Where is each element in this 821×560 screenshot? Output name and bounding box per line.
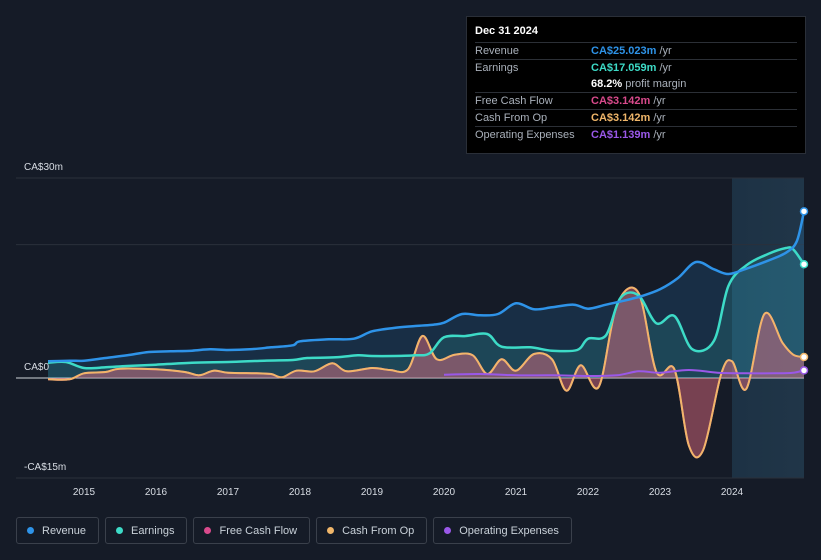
tooltip-value: CA$1.139m: [591, 129, 651, 141]
legend-dot-icon: [327, 527, 335, 534]
legend-label: Free Cash Flow: [219, 524, 298, 537]
legend-label: Operating Expenses: [459, 524, 559, 537]
x-tick-label: 2015: [73, 487, 96, 498]
revenue-end-marker: [799, 207, 809, 216]
legend-operating-expenses[interactable]: Operating Expenses: [433, 517, 572, 544]
tooltip-unit: /yr: [659, 45, 672, 57]
tooltip-panel: Dec 31 2024 Revenue CA$25.023m /yr Earni…: [466, 16, 806, 154]
tooltip-date: Dec 31 2024: [475, 25, 538, 37]
legend: Revenue Earnings Free Cash Flow Cash Fro…: [16, 517, 572, 544]
tooltip-row-cfo: Cash From Op CA$3.142m /yr: [475, 109, 797, 126]
legend-dot-icon: [116, 527, 124, 534]
tooltip-label: Free Cash Flow: [475, 95, 553, 107]
tooltip-row-earnings: Earnings CA$17.059m /yr: [475, 59, 797, 76]
legend-earnings[interactable]: Earnings: [105, 517, 188, 544]
legend-dot-icon: [27, 527, 34, 534]
tooltip-row-revenue: Revenue CA$25.023m /yr: [475, 42, 797, 59]
x-tick-label: 2024: [721, 487, 744, 498]
legend-label: Revenue: [42, 524, 87, 537]
tooltip-value: CA$17.059m: [591, 62, 657, 74]
x-tick-label: 2018: [289, 487, 312, 498]
x-tick-label: 2021: [505, 487, 528, 498]
y-tick-label: CA$30m: [24, 162, 63, 173]
operating-expenses-end-marker: [799, 366, 809, 375]
earnings-line: [47, 246, 806, 370]
earnings-end-marker: [799, 260, 809, 269]
cash-from-op-line: [47, 286, 805, 459]
tooltip-label: Operating Expenses: [475, 129, 575, 141]
tooltip-value: CA$3.142m: [591, 112, 651, 124]
tooltip-label: Cash From Op: [475, 112, 548, 124]
tooltip-label: [475, 76, 591, 92]
free-cash-flow-area: [48, 287, 804, 458]
revenue-line: [47, 211, 806, 363]
tooltip-unit: /yr: [653, 112, 666, 124]
x-tick-label: 2019: [361, 487, 384, 498]
tooltip-label: Earnings: [475, 62, 519, 74]
tooltip-row-margin: 68.2% profit margin: [475, 76, 797, 92]
tooltip-value: CA$25.023m: [591, 45, 657, 57]
tooltip-unit: /yr: [653, 95, 666, 107]
legend-revenue[interactable]: Revenue: [16, 517, 100, 544]
cash-from-op-area: [48, 287, 804, 458]
cash-from-op-end-marker: [799, 352, 809, 362]
x-tick-label: 2022: [577, 487, 600, 498]
y-tick-label: CA$0: [24, 362, 49, 373]
tooltip-label: Revenue: [475, 45, 520, 57]
y-tick-label: -CA$15m: [24, 462, 66, 473]
tooltip-value: 68.2%: [591, 78, 623, 90]
tooltip-unit: profit margin: [625, 78, 687, 90]
tooltip-unit: /yr: [659, 62, 672, 74]
legend-label: Earnings: [131, 524, 175, 537]
legend-dot-icon: [204, 527, 212, 534]
x-tick-label: 2017: [217, 487, 240, 498]
tooltip-value: CA$3.142m: [591, 95, 651, 107]
forecast-region: [732, 178, 804, 478]
operating-expenses-line: [443, 369, 805, 378]
earnings-area: [48, 247, 804, 378]
x-tick-label: 2023: [649, 487, 672, 498]
tooltip-row-opex: Operating Expenses CA$1.139m /yr: [475, 126, 797, 143]
tooltip-row-fcf: Free Cash Flow CA$3.142m /yr: [475, 92, 797, 109]
x-tick-label: 2020: [433, 487, 456, 498]
legend-cash-from-op[interactable]: Cash From Op: [316, 517, 428, 544]
legend-dot-icon: [444, 527, 452, 534]
legend-label: Cash From Op: [342, 524, 415, 537]
revenue-area: [48, 211, 804, 378]
x-tick-label: 2016: [145, 487, 168, 498]
tooltip-unit: /yr: [653, 129, 666, 141]
legend-free-cash-flow[interactable]: Free Cash Flow: [193, 517, 311, 544]
